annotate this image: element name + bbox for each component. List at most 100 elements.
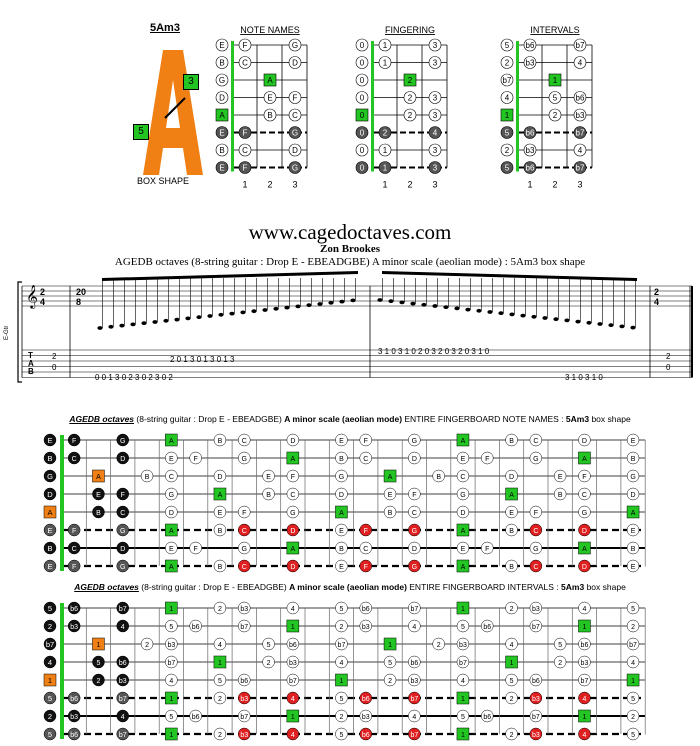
note-marker — [67, 541, 81, 555]
note-marker — [238, 523, 251, 537]
note-marker — [238, 673, 251, 687]
note-label: F — [582, 474, 586, 481]
fret-number: 24 — [629, 577, 638, 578]
mini-note-marker — [378, 38, 392, 52]
note-label: A — [582, 546, 587, 553]
note-marker — [529, 559, 543, 573]
fret-number: 22 — [580, 577, 589, 578]
mini-note-marker — [263, 91, 277, 104]
note-label: b3 — [119, 678, 127, 685]
mini-note-marker — [238, 161, 252, 174]
mini-note-label: 3 — [433, 111, 438, 120]
fret-number: 23 — [604, 577, 613, 578]
note-head — [586, 320, 592, 325]
note-marker — [578, 655, 591, 669]
note-label: 1 — [169, 696, 173, 703]
note-head — [295, 304, 301, 309]
note-marker — [116, 559, 129, 573]
note-label: 4 — [121, 624, 125, 631]
note-label: 1 — [169, 732, 173, 739]
note-marker — [529, 673, 543, 687]
note-label: b7 — [410, 696, 418, 703]
note-marker — [238, 451, 251, 465]
note-label: G — [582, 510, 587, 517]
tab-number: 2 — [666, 352, 671, 361]
note-marker — [67, 601, 81, 615]
note-marker — [505, 673, 518, 687]
note-label: B — [436, 474, 441, 481]
note-label: 4 — [510, 642, 514, 649]
note-marker — [408, 619, 421, 633]
note-marker — [359, 601, 372, 615]
note-label: B — [631, 456, 636, 463]
note-marker — [505, 691, 518, 705]
note-marker — [335, 727, 348, 741]
note-marker — [505, 559, 518, 573]
note-marker — [213, 673, 227, 687]
note-label: b3 — [581, 660, 589, 667]
note-label: 5 — [631, 606, 635, 613]
note-marker — [67, 559, 81, 573]
note-label: E — [461, 546, 466, 553]
note-head — [432, 304, 438, 308]
note-marker — [578, 601, 591, 615]
mini-open-root — [355, 108, 369, 122]
note-marker — [432, 469, 445, 483]
mini-note-marker — [523, 161, 537, 174]
note-marker — [529, 433, 543, 447]
note-label: C — [290, 492, 295, 499]
mini-open-label: 5 — [505, 164, 510, 173]
note-marker — [578, 523, 591, 537]
note-label: 5 — [218, 678, 222, 685]
mini-note-marker — [428, 143, 442, 157]
box-shape-caption: BOX SHAPE — [137, 176, 190, 186]
mini-open-marker — [355, 91, 369, 104]
note-label: 2 — [339, 714, 343, 721]
note-label: b3 — [532, 606, 540, 613]
note-marker — [578, 505, 591, 519]
note-label: D — [582, 564, 587, 571]
note-label: F — [194, 456, 198, 463]
mini-fret-number: 1 — [242, 180, 247, 190]
note-label: E — [339, 528, 344, 535]
note-head — [163, 318, 169, 323]
note-label: b6 — [483, 624, 491, 631]
note-marker — [626, 451, 640, 465]
note-marker — [578, 673, 591, 687]
note-label: F — [412, 492, 416, 499]
mini-note-marker — [428, 38, 442, 52]
mini-note-label: 3 — [433, 146, 438, 155]
note-marker — [383, 487, 397, 501]
note-label: b6 — [70, 606, 78, 613]
note-label: A — [96, 474, 101, 481]
note-marker — [116, 709, 129, 723]
note-label: D — [412, 456, 417, 463]
fret-number: 16 — [434, 577, 443, 578]
mini-note-marker — [573, 56, 587, 69]
note-label: 4 — [291, 732, 295, 739]
note-marker — [116, 601, 129, 615]
note-head — [185, 316, 191, 321]
note-marker — [529, 691, 543, 705]
note-label: G — [412, 438, 417, 445]
note-label: E — [339, 564, 344, 571]
note-marker — [189, 709, 202, 723]
mini-fret-number: 3 — [292, 180, 297, 190]
fret-number: 18 — [483, 577, 492, 578]
mini-note-marker — [238, 143, 252, 157]
note-label: F — [485, 456, 489, 463]
note-label: A — [218, 492, 223, 499]
note-head — [273, 306, 279, 311]
note-label: B — [339, 546, 344, 553]
note-label: b7 — [532, 714, 540, 721]
note-marker — [67, 433, 81, 447]
note-label: A — [461, 528, 466, 535]
note-head — [575, 319, 581, 324]
note-marker — [553, 637, 567, 651]
fret-number: 21 — [556, 577, 565, 578]
note-label: 5 — [558, 642, 562, 649]
mini-open-marker — [500, 143, 514, 157]
note-label: E — [558, 474, 563, 481]
note-head — [240, 310, 246, 315]
fret-number: 6 — [193, 577, 198, 578]
